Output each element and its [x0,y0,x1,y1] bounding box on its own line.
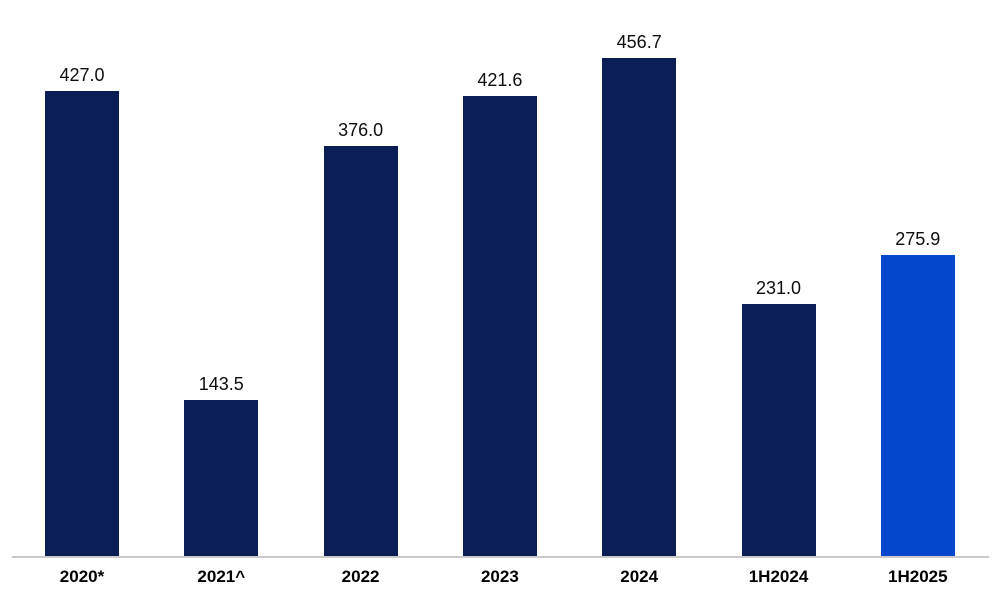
x-axis-label: 2022 [341,567,380,586]
bar [741,304,816,556]
x-axis-label: 2023 [480,567,519,586]
bar-group: 456.7 [579,33,699,556]
bar-value-label: 376.0 [338,120,384,140]
bar [323,146,398,556]
x-axis-label: 1H2025 [888,567,948,586]
x-axis-label: 2020* [59,567,105,586]
bar-value-label: 456.7 [616,32,662,52]
x-axis-line [12,556,989,558]
x-axis-label: 2024 [620,567,659,586]
bar-group: 231.0 [719,279,839,556]
bar-group: 376.0 [301,121,421,556]
bar-group: 143.5 [161,375,281,556]
bar-value-label: 421.6 [477,70,523,90]
bar [602,58,677,556]
bar-group: 427.0 [22,66,142,556]
bar-group: 275.9 [858,230,978,556]
bar-value-label: 275.9 [895,229,941,249]
bar [45,91,119,556]
bar-value-label: 427.0 [59,65,105,85]
bar [462,96,537,556]
bar-group: 421.6 [440,71,560,556]
bar-value-label: 231.0 [755,278,802,298]
bar-value-label: 143.5 [198,374,244,394]
bar [184,400,259,556]
x-axis-label: 2021^ [197,567,246,586]
bar [880,255,955,556]
x-axis-label: 1H2024 [748,567,809,586]
